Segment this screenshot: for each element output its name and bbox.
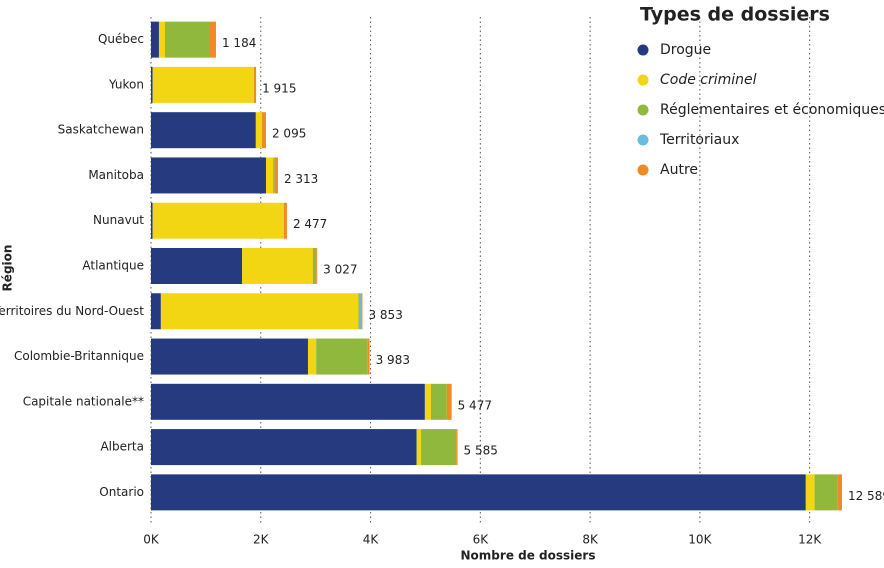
bar-segment [158,21,165,58]
bar-segment [814,474,838,511]
legend-marker [637,134,649,146]
y-axis-title: Région [1,245,15,292]
y-tick-label: Ontario [99,485,144,499]
bar-segment [265,157,274,194]
bar-segment [273,157,275,194]
legend-label: Territoriaux [659,132,739,148]
legend-label: Réglementaires et économiques [660,102,884,118]
bar-segment [151,66,153,103]
bar-segment [312,248,317,284]
x-tick-label: 6K [473,533,490,547]
y-tick-label: Alberta [100,440,144,454]
bar-segment [151,202,153,239]
x-axis-title: Nombre de dossiers [461,549,596,563]
total-label: 1 184 [222,36,256,50]
y-tick-label: Atlantique [82,259,144,273]
legend-marker [637,104,649,116]
bar-segment [358,293,360,330]
bar-segment [151,21,159,58]
bar-segment [424,383,431,420]
bar-segment [151,293,161,330]
legend-label: Drogue [660,42,711,58]
legend-label: Code criminel [660,72,757,88]
y-tick-label: Colombie-Britannique [14,349,144,363]
bar-segment [316,248,318,284]
bar-segment [151,157,266,194]
bar-segment [367,338,370,375]
total-label: 2 477 [293,217,327,231]
total-label: 3 853 [368,308,402,322]
total-label: 12 589 [848,489,884,503]
bar-segment [151,338,308,375]
total-label: 2 095 [272,127,306,141]
y-tick-label: Capitale nationale** [23,394,144,408]
bar-segment [416,429,422,466]
x-tick-label: 8K [582,533,599,547]
bar-segment [152,66,254,103]
bars [151,21,842,511]
x-tick-label: 10K [688,533,712,547]
bar-segment [151,474,806,511]
legend-marker [637,44,649,56]
bar-segment [837,474,842,511]
bar-segment [274,157,278,194]
bar-segment [805,474,815,511]
total-label: 5 477 [458,398,492,412]
bar-segment [307,338,317,375]
y-tick-label: Québec [98,32,144,46]
x-tick-label: 2K [253,533,270,547]
legend-title: Types de dossiers [640,4,830,26]
y-tick-label: Nunavut [93,213,144,227]
bar-segment [151,248,243,284]
bar-segment [359,293,363,330]
total-label: 2 313 [284,172,318,186]
bar-segment [151,112,256,149]
x-tick-label: 4K [363,533,380,547]
bar-segment [164,21,211,58]
bar-segment [421,429,457,466]
bar-segment [283,202,287,239]
bar-segment [255,112,262,149]
bar-segment [151,383,425,420]
y-tick-label: Manitoba [88,168,144,182]
bar-segment [446,383,452,420]
bar-segment [242,248,313,284]
bar-segment [210,21,216,58]
total-label: 3 983 [376,353,410,367]
bar-segment [151,429,417,466]
y-tick-label: Yukon [108,77,144,91]
legend-marker [637,74,649,86]
bar-segment [456,429,458,466]
total-label: 5 585 [464,444,498,458]
bar-segment [253,66,257,103]
legend-label: Autre [660,162,698,178]
y-tick-label: Territoires du Nord-Ouest [0,304,144,318]
bar-segment [316,338,368,375]
x-tick-label: 12K [798,533,822,547]
y-tick-label: Saskatchewan [58,123,144,137]
x-tick-label: 0K [143,533,160,547]
legend-marker [637,164,649,176]
bar-segment [152,202,284,239]
bar-segment [160,293,359,330]
bar-segment [430,383,447,420]
total-label: 1 915 [262,81,296,95]
total-label: 3 027 [323,263,357,277]
bar-segment [261,112,266,149]
